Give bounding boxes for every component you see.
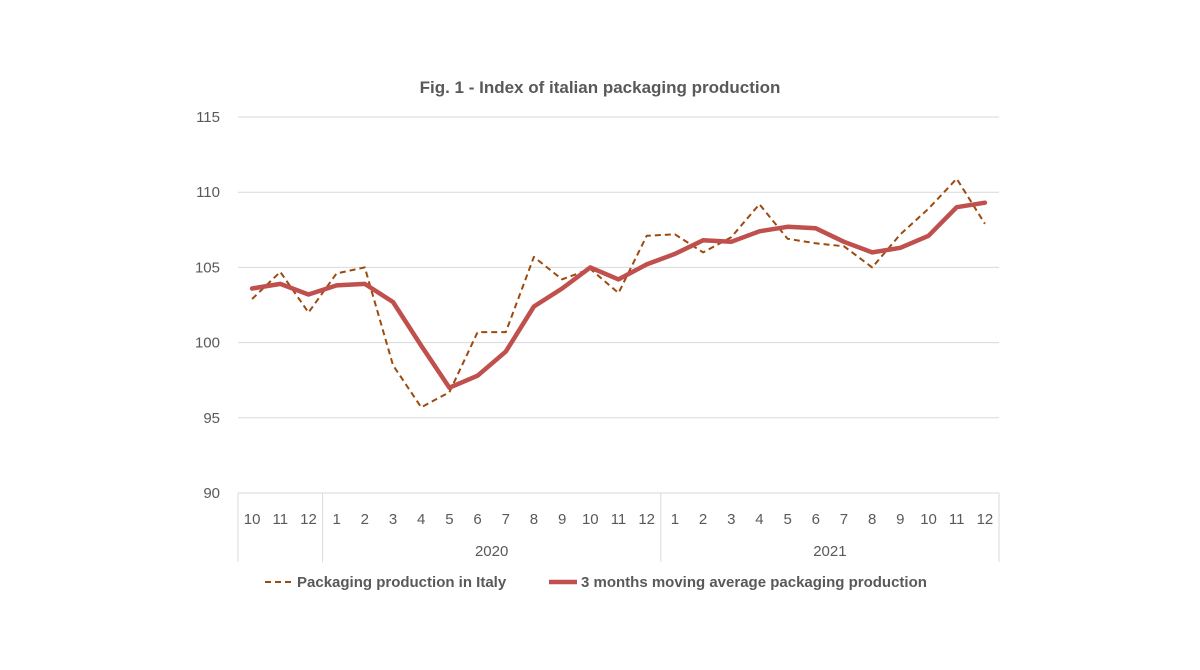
- series-line-moving-average: [249, 200, 988, 390]
- x-tick-label: 10: [582, 511, 599, 528]
- x-tick-label: 10: [244, 511, 261, 528]
- x-tick-label: 3: [389, 511, 397, 528]
- x-tick-label: 7: [502, 511, 510, 528]
- y-tick-label: 90: [203, 485, 220, 502]
- x-tick-label: 4: [417, 511, 425, 528]
- series-group: [249, 177, 988, 409]
- x-tick-label: 12: [300, 511, 317, 528]
- x-group-label: 2021: [813, 543, 846, 560]
- x-tick-label: 5: [783, 511, 791, 528]
- x-tick-label: 11: [272, 511, 288, 528]
- x-tick-label: 6: [812, 511, 820, 528]
- y-tick-label: 115: [196, 109, 220, 126]
- x-tick-label: 10: [920, 511, 937, 528]
- x-tick-label: 1: [671, 511, 679, 528]
- x-tick-label: 12: [977, 511, 994, 528]
- legend-label-moving-average: 3 months moving average packaging produc…: [581, 574, 927, 591]
- x-tick-label: 2: [361, 511, 369, 528]
- x-tick-label: 7: [840, 511, 848, 528]
- x-tick-label: 11: [611, 511, 627, 528]
- x-tick-label: 3: [727, 511, 735, 528]
- x-tick-label: 2: [699, 511, 707, 528]
- x-tick-label: 1: [332, 511, 340, 528]
- x-tick-label: 8: [530, 511, 538, 528]
- gridlines: [238, 116, 999, 494]
- chart-title: Fig. 1 - Index of italian packaging prod…: [420, 78, 781, 97]
- y-tick-label: 110: [196, 184, 220, 201]
- legend-label-production: Packaging production in Italy: [297, 574, 507, 591]
- legend: Packaging production in Italy 3 months mo…: [265, 574, 927, 591]
- x-tick-label: 12: [638, 511, 655, 528]
- x-tick-label: 9: [896, 511, 904, 528]
- y-tick-label: 95: [203, 410, 220, 427]
- x-axis: 10 11 12 1 2 3 4 5 6 7 8 9 10 11 12 1 2 3 4 5 6 7 8 9 10 11 122020…: [237, 493, 1000, 562]
- x-tick-label: 5: [445, 511, 453, 528]
- x-tick-label: 6: [473, 511, 481, 528]
- x-tick-label: 11: [949, 511, 965, 528]
- x-group-label: 2020: [475, 543, 508, 560]
- series-line-production: [251, 177, 986, 409]
- y-axis: 90 95 100 105 110 115: [195, 109, 220, 502]
- y-tick-label: 105: [195, 259, 220, 276]
- x-tick-label: 9: [558, 511, 566, 528]
- x-tick-label: 4: [755, 511, 763, 528]
- y-tick-label: 100: [195, 335, 220, 352]
- x-tick-label: 8: [868, 511, 876, 528]
